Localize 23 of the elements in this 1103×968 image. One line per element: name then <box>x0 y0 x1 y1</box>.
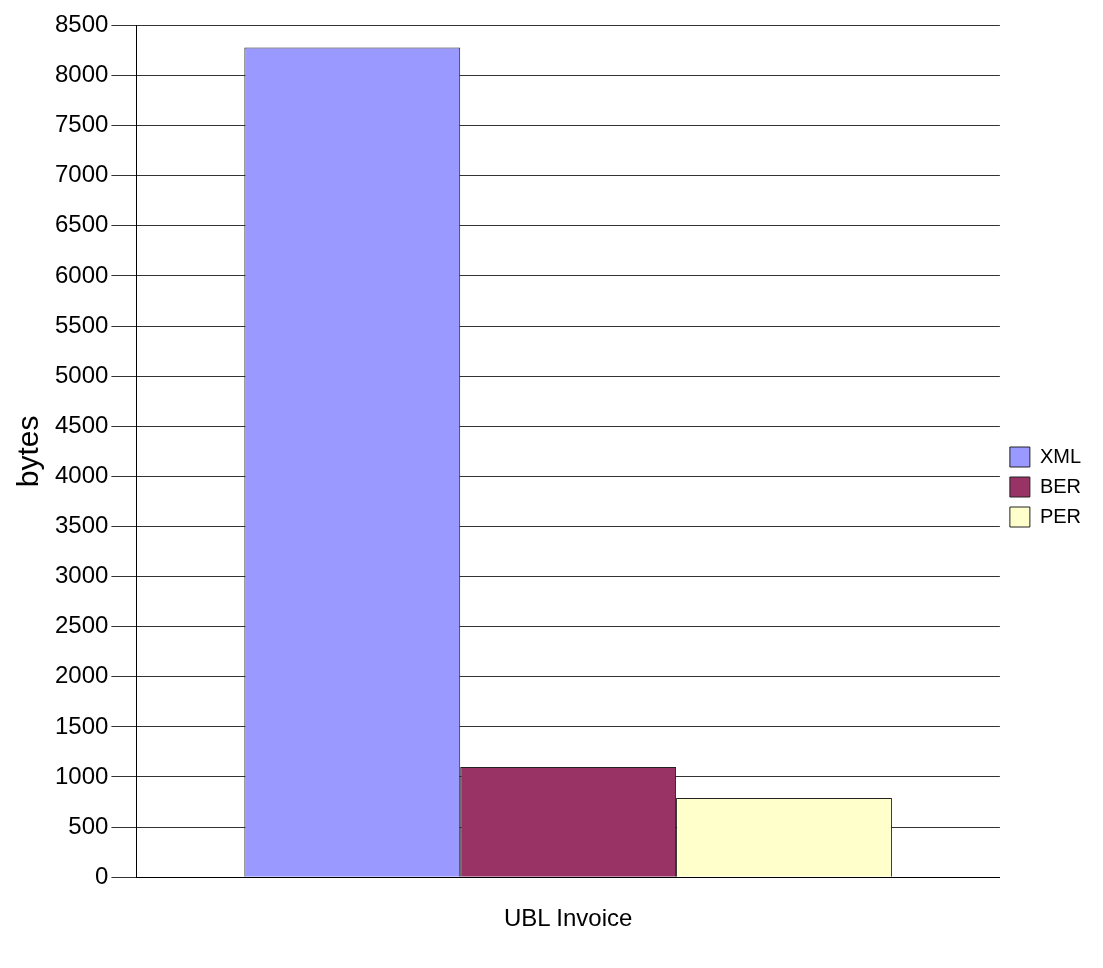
y-tick-label: 6000 <box>55 260 109 288</box>
y-tick-label: 1500 <box>55 711 109 739</box>
y-tick-label: 4500 <box>55 410 109 438</box>
legend-label: XML <box>1039 444 1081 467</box>
y-tick-label: 6500 <box>55 210 109 238</box>
y-axis-title: bytes <box>11 415 45 488</box>
x-tick-label: UBL Invoice <box>503 904 633 932</box>
legend-label: PER <box>1039 504 1081 527</box>
y-tick-label: 2000 <box>55 661 109 689</box>
y-tick-label: 5000 <box>55 360 109 388</box>
y-tick-label: 4000 <box>55 460 109 488</box>
y-tick-label: 5500 <box>55 310 109 338</box>
y-tick-label: 2500 <box>55 611 109 639</box>
y-tick-label: 7500 <box>55 110 109 138</box>
y-tick-label: 3500 <box>55 511 109 539</box>
y-tick-label: 8000 <box>55 60 109 88</box>
y-tick-label: 3000 <box>55 561 109 589</box>
y-tick-label: 8500 <box>55 10 109 38</box>
y-tick-label: 1000 <box>55 761 109 789</box>
y-tick-label: 7000 <box>55 160 109 188</box>
y-tick-label: 0 <box>95 861 109 889</box>
y-tick-label: 500 <box>68 811 109 839</box>
legend-label: BER <box>1039 474 1081 497</box>
